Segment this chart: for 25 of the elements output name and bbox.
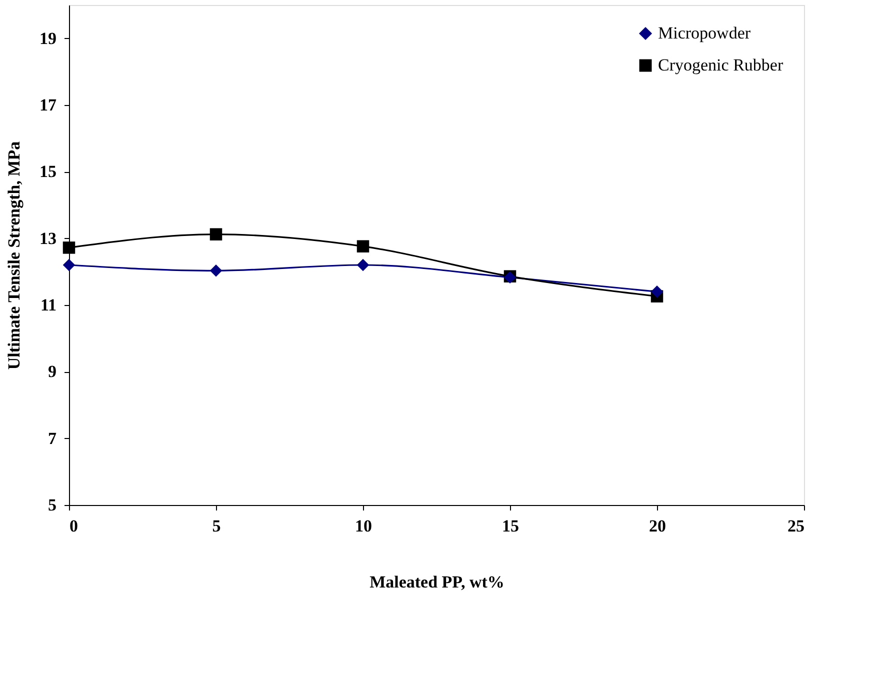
y-tick-label: 13	[40, 228, 56, 248]
y-tick-label: 15	[40, 162, 56, 182]
x-tick-label: 10	[355, 516, 372, 536]
x-tick-label: 0	[70, 516, 78, 536]
y-tick-label: 17	[40, 96, 57, 114]
legend-label: Cryogenic Rubber	[658, 56, 784, 74]
x-tick-label: 15	[502, 516, 519, 536]
y-tick-label: 5	[48, 496, 56, 514]
y-axis-title: Ultimate Tensile Strength, MPa	[4, 140, 24, 370]
point	[356, 258, 370, 272]
y-tick-label: 11	[40, 296, 56, 314]
point	[650, 286, 664, 298]
x-tick-label: 5	[212, 516, 221, 536]
point	[62, 258, 76, 272]
legend-label: Micropowder	[658, 24, 751, 42]
y-tick-label: 9	[48, 362, 56, 382]
point	[62, 242, 76, 254]
x-axis-title: Maleated PP, wt%	[370, 572, 504, 592]
point	[210, 264, 222, 277]
x-tick-label: 25	[788, 516, 804, 536]
y-tick-label: 19	[40, 28, 56, 48]
x-tick-label: 20	[649, 516, 666, 536]
point	[210, 228, 222, 240]
point	[356, 240, 370, 252]
y-tick-label: 7	[48, 428, 57, 448]
